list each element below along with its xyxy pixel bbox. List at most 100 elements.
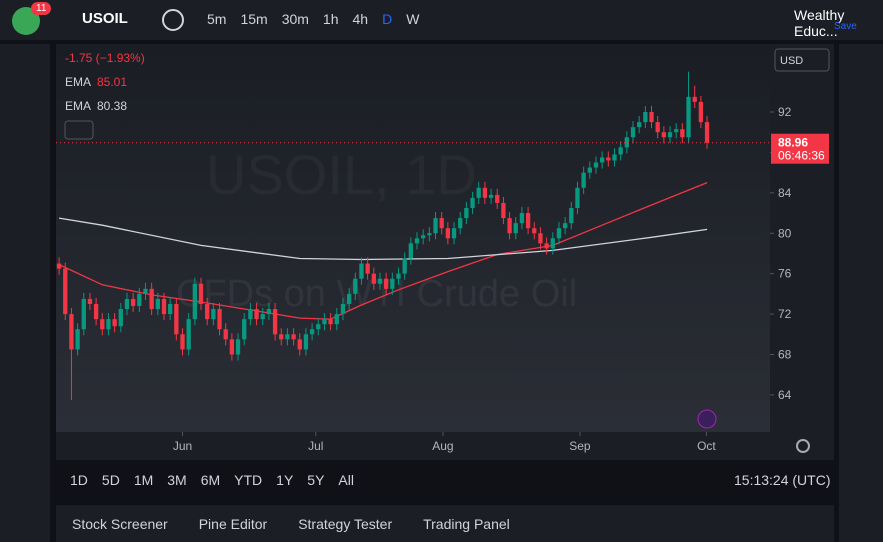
interval[interactable]: D bbox=[382, 11, 393, 27]
candle-body bbox=[359, 263, 364, 279]
interval[interactable]: 30m bbox=[281, 11, 309, 27]
candle bbox=[285, 328, 290, 346]
candle bbox=[643, 105, 648, 129]
account[interactable]: Wealthy Educ... bbox=[794, 7, 845, 39]
candle-body bbox=[470, 197, 475, 208]
tab[interactable]: Pine Editor bbox=[198, 515, 268, 532]
candle-body bbox=[174, 303, 179, 335]
interval[interactable]: 1h bbox=[322, 11, 339, 27]
candle-body bbox=[223, 329, 228, 340]
candle-body bbox=[581, 172, 586, 188]
candle-body bbox=[587, 167, 592, 173]
range[interactable]: All bbox=[338, 472, 354, 488]
candle bbox=[63, 262, 68, 321]
candle bbox=[464, 201, 469, 225]
price-tag-label: 88.96 bbox=[778, 136, 808, 150]
candle-body bbox=[421, 235, 426, 239]
candle-body bbox=[513, 223, 518, 234]
add-symbol[interactable] bbox=[162, 9, 184, 31]
candle-body bbox=[124, 298, 130, 310]
candle bbox=[692, 85, 697, 108]
candle bbox=[408, 237, 413, 265]
candle bbox=[75, 323, 80, 356]
interval[interactable]: 15m bbox=[240, 11, 268, 27]
candle bbox=[655, 116, 660, 139]
x-tick-label: Jul bbox=[308, 439, 323, 453]
candle bbox=[229, 333, 235, 361]
candle bbox=[476, 181, 481, 204]
interval[interactable]: 5m bbox=[207, 11, 227, 27]
interval[interactable]: W bbox=[406, 11, 420, 27]
candle bbox=[575, 181, 580, 215]
range[interactable]: YTD bbox=[234, 472, 263, 488]
events-icon[interactable] bbox=[697, 409, 717, 429]
candle bbox=[525, 206, 531, 235]
candle bbox=[637, 116, 642, 134]
candle-body bbox=[303, 334, 309, 350]
candle-body bbox=[198, 283, 204, 304]
candle bbox=[396, 267, 401, 285]
candle bbox=[680, 123, 685, 144]
range[interactable]: 5Y bbox=[307, 472, 325, 488]
candle bbox=[439, 212, 444, 235]
candle bbox=[205, 297, 210, 326]
candle-body bbox=[390, 278, 395, 289]
candle bbox=[217, 302, 222, 336]
tab[interactable]: Strategy Tester bbox=[298, 515, 393, 532]
candle-body bbox=[106, 319, 111, 330]
range[interactable]: 5D bbox=[101, 472, 120, 488]
candle bbox=[353, 272, 358, 300]
candle bbox=[359, 257, 364, 285]
candle bbox=[340, 297, 346, 321]
candle-body bbox=[674, 129, 679, 133]
settings[interactable] bbox=[796, 439, 810, 453]
candle-body bbox=[186, 319, 191, 350]
candle-body bbox=[297, 339, 302, 350]
candle bbox=[322, 313, 327, 331]
tab[interactable]: Stock Screener bbox=[72, 515, 168, 532]
candle bbox=[488, 188, 494, 204]
candle-body bbox=[544, 243, 549, 249]
candle bbox=[198, 277, 204, 311]
candle bbox=[704, 116, 710, 149]
candle bbox=[260, 308, 265, 326]
legend-value: 80.38 bbox=[97, 99, 127, 113]
candle-body bbox=[260, 314, 265, 320]
candle bbox=[686, 71, 691, 144]
candle bbox=[569, 201, 574, 230]
candle-body bbox=[137, 293, 142, 307]
change: -1.75 (−1.93%) bbox=[65, 51, 145, 65]
range[interactable]: 1M bbox=[133, 472, 154, 488]
candle-body bbox=[439, 218, 444, 229]
x-tick-label: Sep bbox=[569, 439, 591, 453]
candle bbox=[612, 148, 617, 167]
interval[interactable]: 4h bbox=[352, 11, 369, 27]
candle-body bbox=[599, 157, 605, 163]
candle bbox=[587, 161, 592, 179]
symbol[interactable]: USOIL bbox=[82, 10, 128, 27]
candle bbox=[81, 292, 86, 336]
legend-name: EMA bbox=[65, 99, 91, 113]
range[interactable]: 1Y bbox=[276, 472, 294, 488]
candle bbox=[254, 302, 259, 326]
candle-body bbox=[93, 303, 99, 320]
save[interactable]: Save bbox=[834, 21, 857, 32]
y-tick-label: 72 bbox=[778, 307, 792, 321]
candle bbox=[606, 151, 611, 167]
y-tick-label: 64 bbox=[778, 388, 792, 402]
tab[interactable]: Trading Panel bbox=[423, 515, 510, 532]
candle-body bbox=[630, 127, 636, 138]
candle-body bbox=[556, 228, 562, 239]
collapse-legend[interactable] bbox=[64, 120, 94, 140]
candle-body bbox=[519, 213, 525, 224]
candle-body bbox=[433, 218, 438, 234]
range[interactable]: 1D bbox=[70, 472, 88, 488]
candle bbox=[661, 126, 667, 144]
range[interactable]: 6M bbox=[200, 472, 221, 488]
currency-box[interactable] bbox=[774, 48, 830, 72]
candle bbox=[433, 212, 438, 240]
range[interactable]: 3M bbox=[167, 472, 187, 488]
candle bbox=[482, 181, 488, 204]
candle-body bbox=[180, 334, 185, 350]
candle bbox=[556, 222, 562, 245]
